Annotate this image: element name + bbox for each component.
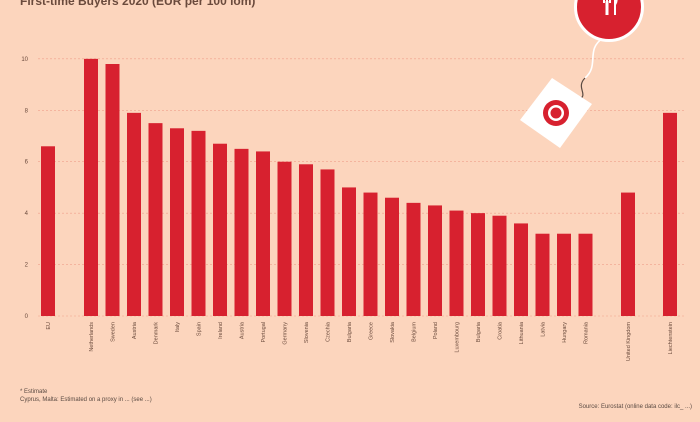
x-tick-label: Bulgaria	[476, 321, 482, 342]
bar-6	[170, 128, 184, 316]
bar-1	[41, 146, 55, 316]
footnote-line-2: Cyprus, Malta: Estimated on a proxy in .…	[20, 397, 152, 403]
x-tick-label: Belgium	[412, 322, 418, 342]
x-tick-label: Croatia	[498, 321, 504, 340]
x-tick-label: Portugal	[261, 322, 267, 343]
x-tick-label: Bulgaria	[347, 321, 353, 342]
x-tick-label: United Kingdom	[626, 322, 632, 362]
y-tick-labels: 0 2 4 6 8 10	[21, 57, 28, 320]
source-note: Source: Eurostat (online data code: ilc_…	[578, 404, 692, 410]
x-tick-label: Lithuania	[519, 321, 525, 344]
x-tick-label: Netherlands	[89, 322, 95, 352]
bar-27	[663, 112, 677, 316]
x-tick-label: Sweden	[111, 322, 117, 342]
bar-12	[299, 164, 313, 316]
bar-10	[256, 151, 270, 316]
x-tick-label: Luxembourg	[455, 322, 461, 353]
x-tick-label: Poland	[433, 322, 439, 339]
bar-9	[234, 148, 249, 316]
x-tick-label: Austria	[240, 321, 246, 339]
bar-23	[535, 233, 550, 316]
bar-20	[471, 213, 485, 316]
x-tick-label: Czechia	[326, 321, 332, 342]
fork-knife-icon	[603, 0, 618, 15]
bar-8	[213, 143, 227, 316]
x-tick-label: Hungary	[562, 322, 568, 343]
bar-11	[277, 161, 292, 316]
y-tick-label: 6	[25, 160, 29, 166]
x-tick-label: Liechtenstein	[668, 322, 674, 354]
x-tick-label: Latvia	[541, 321, 547, 337]
x-tick-label: EU	[46, 322, 52, 330]
bar-7	[191, 130, 206, 316]
bar-4	[127, 112, 141, 316]
x-tick-label: Italy	[175, 322, 181, 332]
footnote: * Estimate Cyprus, Malta: Estimated on a…	[20, 388, 152, 404]
bar-17	[406, 202, 421, 316]
y-tick-label: 0	[25, 314, 29, 320]
bar-21	[492, 215, 507, 316]
bar-19	[449, 210, 464, 316]
bar-13	[320, 169, 335, 316]
bar-16	[385, 197, 399, 316]
x-tick-label: Spain	[197, 322, 203, 336]
bar-24	[557, 233, 571, 316]
bar-2	[84, 58, 98, 316]
x-tick-label: Slovakia	[390, 321, 396, 343]
bar-14	[342, 187, 356, 316]
bar-15	[363, 192, 378, 316]
x-tick-label: Ireland	[218, 322, 224, 339]
x-tick-label: Greece	[369, 322, 375, 340]
y-tick-label: 8	[25, 108, 29, 114]
x-tick-label: Austria	[132, 321, 138, 339]
y-tick-label: 10	[21, 57, 28, 63]
y-tick-label: 2	[25, 263, 29, 269]
y-tick-label: 4	[25, 211, 29, 217]
chart-title: First-time Buyers 2020 (EUR per 100 lom)	[20, 0, 256, 8]
bar-3	[105, 64, 120, 316]
x-tick-label: Slovenia	[304, 321, 310, 343]
x-tick-labels: EU Netherlands Sweden Austria Denmark Italy Sp…	[46, 321, 674, 361]
x-tick-label: Romania	[584, 321, 590, 344]
bar-5	[148, 123, 163, 317]
x-tick-label: Germany	[283, 322, 289, 345]
bar-22	[514, 223, 528, 316]
footnote-line-1: * Estimate	[20, 389, 48, 395]
price-tag-icon	[520, 37, 604, 148]
bar-18	[428, 205, 442, 316]
bars	[41, 58, 677, 317]
bar-26	[621, 192, 635, 316]
x-tick-label: Denmark	[154, 322, 160, 345]
bar-25	[578, 233, 593, 316]
